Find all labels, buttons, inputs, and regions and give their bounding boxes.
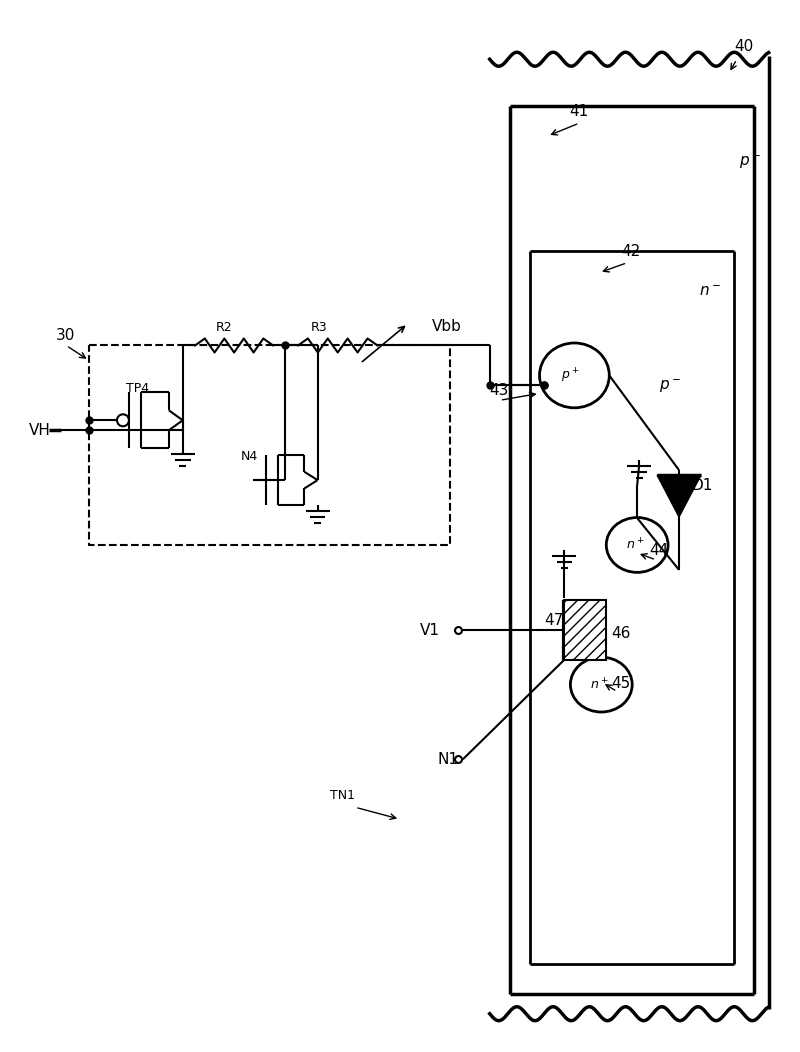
Text: N4: N4 (241, 450, 258, 463)
Text: $p^-$: $p^-$ (659, 378, 682, 396)
Text: $n^+$: $n^+$ (590, 676, 609, 692)
Bar (565, 600, 606, 660)
Text: 42: 42 (622, 244, 641, 259)
Bar (89, 345, 450, 545)
Text: 46: 46 (611, 626, 630, 641)
Text: R2: R2 (216, 321, 232, 333)
Polygon shape (657, 476, 701, 517)
Text: $n^-$: $n^-$ (699, 284, 722, 299)
Text: $p^+$: $p^+$ (561, 366, 580, 385)
Text: 43: 43 (490, 383, 509, 399)
Text: 45: 45 (611, 675, 630, 690)
Text: 30: 30 (56, 328, 75, 344)
Text: 41: 41 (570, 104, 589, 119)
Text: VH: VH (30, 423, 51, 438)
Text: $n^+$: $n^+$ (626, 538, 645, 552)
Text: $p^-$: $p^-$ (739, 154, 761, 171)
Text: TP4: TP4 (126, 382, 149, 396)
Text: D1: D1 (692, 478, 714, 493)
Text: TN1: TN1 (330, 789, 355, 803)
Text: N1: N1 (438, 752, 459, 767)
Text: 44: 44 (649, 543, 668, 558)
Text: 47: 47 (545, 612, 564, 628)
Text: V1: V1 (420, 623, 440, 638)
Text: Vbb: Vbb (432, 319, 462, 333)
Text: 40: 40 (734, 39, 753, 55)
Text: R3: R3 (310, 321, 327, 333)
